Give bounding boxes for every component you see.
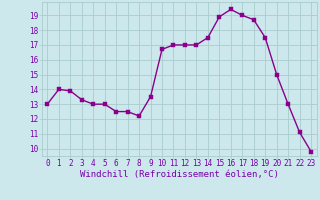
X-axis label: Windchill (Refroidissement éolien,°C): Windchill (Refroidissement éolien,°C) (80, 170, 279, 179)
